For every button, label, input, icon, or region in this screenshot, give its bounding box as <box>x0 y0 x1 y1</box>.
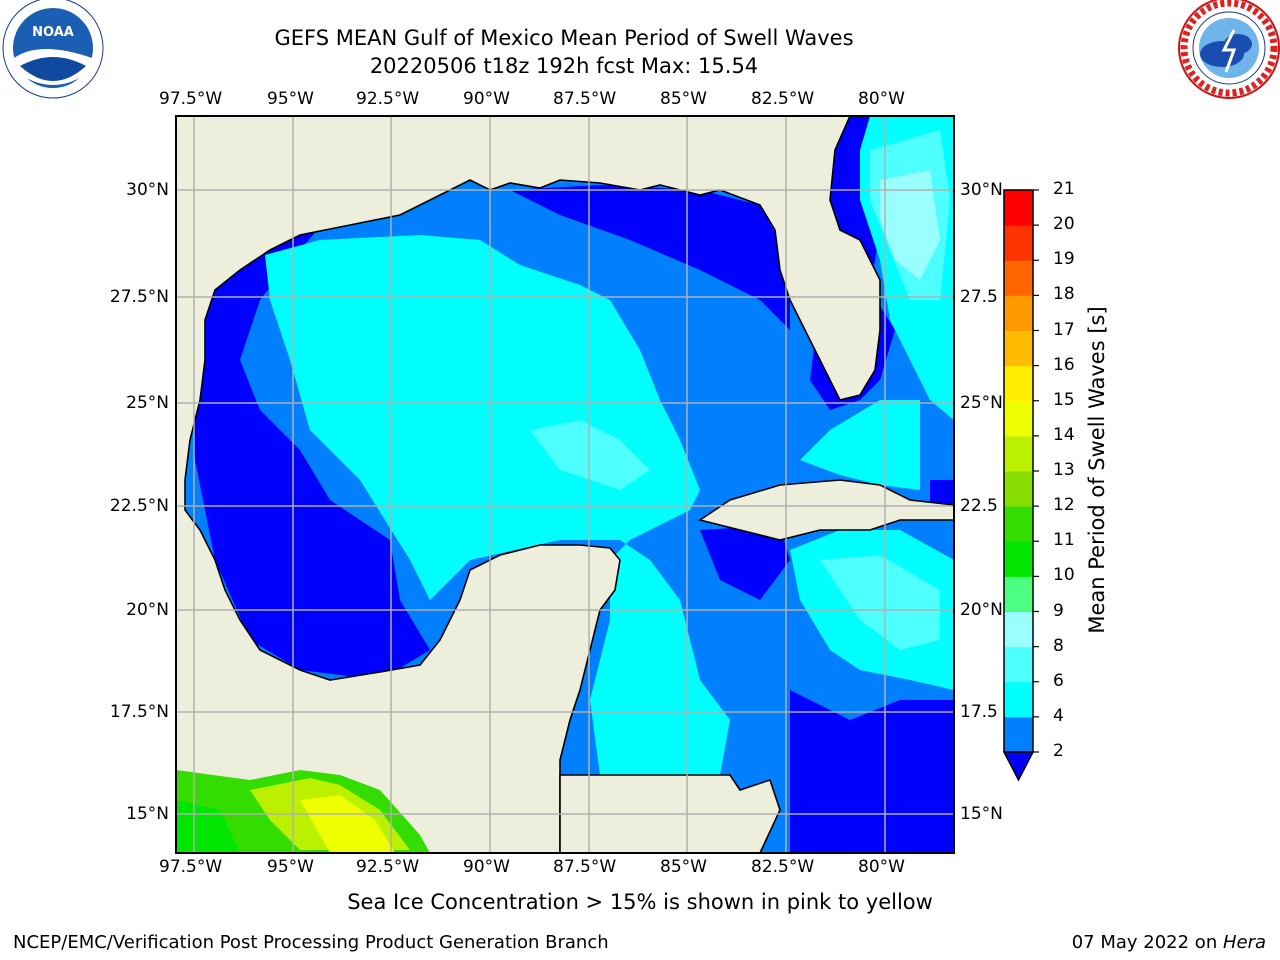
colorbar-extension <box>1002 751 1035 782</box>
lat-label-right: 30°N <box>960 180 1003 200</box>
lon-label-top: 90°W <box>463 89 510 109</box>
lat-label-left: 30°N <box>126 180 169 200</box>
lon-label-bottom: 95°W <box>267 857 314 877</box>
colorbar-band <box>1004 471 1033 507</box>
shading-2-4-north <box>510 185 790 330</box>
shading-2-4-southeast <box>790 690 954 853</box>
run-date-text: 07 May 2022 on <box>1071 932 1223 953</box>
lon-label-bottom: 85°W <box>660 857 707 877</box>
colorbar-tick-label: 11 <box>1053 530 1075 551</box>
colorbar-band <box>1004 295 1033 331</box>
lon-label-top: 87.5°W <box>553 89 617 109</box>
lat-label-right: 20°N <box>960 600 1003 620</box>
colorbar-band <box>1004 576 1033 612</box>
colorbar-band <box>1004 365 1033 402</box>
lat-label-left: 25°N <box>126 393 169 413</box>
nws-logo <box>1178 0 1280 99</box>
colorbar-tick-label: 10 <box>1053 565 1075 586</box>
lon-label-bottom: 82.5°W <box>751 857 815 877</box>
colorbar-tick-label: 16 <box>1053 354 1075 375</box>
colorbar-tick-label: 14 <box>1053 424 1075 445</box>
svg-text:NOAA: NOAA <box>32 25 74 40</box>
map-subtitle: 20220506 t18z 192h fcst Max: 15.54 <box>369 54 759 78</box>
colorbar-tick-label: 13 <box>1053 460 1075 480</box>
lat-label-right: 25°N <box>960 393 1003 413</box>
lon-label-bottom: 90°W <box>463 857 510 877</box>
lon-label-bottom: 97.5°W <box>159 857 223 877</box>
lat-label-left: 20°N <box>126 600 169 620</box>
colorbar-tick-label: 8 <box>1053 635 1064 656</box>
lat-label-right: 22.5 <box>960 496 998 516</box>
colorbar-band <box>1004 541 1033 577</box>
colorbar-tick-label: 20 <box>1053 214 1075 235</box>
lon-label-bottom: 80°W <box>858 857 905 877</box>
lon-label-bottom: 92.5°W <box>356 857 420 877</box>
lat-label-left: 22.5°N <box>109 496 169 516</box>
colorbar-band <box>1004 716 1033 753</box>
run-date: 07 May 2022 on Hera <box>1072 932 1266 953</box>
colorbar-band <box>1004 506 1033 542</box>
colorbar-tick-label: 19 <box>1053 249 1075 270</box>
lat-label-left: 15°N <box>126 804 169 824</box>
lat-label-left: 27.5°N <box>109 287 169 307</box>
colorbar-band <box>1004 611 1033 648</box>
colorbar-tick-label: 9 <box>1053 600 1064 621</box>
sea-ice-footnote: Sea Ice Concentration > 15% is shown in … <box>347 890 933 914</box>
colorbar-band <box>1004 330 1033 367</box>
lat-label-right: 17.5 <box>960 702 998 722</box>
lon-label-bottom: 87.5°W <box>553 857 617 877</box>
lon-label-top: 97.5°W <box>159 89 223 109</box>
colorbar-tick-label: 18 <box>1053 284 1075 305</box>
colorbar-band <box>1004 190 1033 226</box>
lon-label-top: 85°W <box>660 89 707 109</box>
lat-label-right: 27.5 <box>960 287 998 307</box>
lon-label-top: 82.5°W <box>751 89 815 109</box>
map-title: GEFS MEAN Gulf of Mexico Mean Period of … <box>274 26 854 50</box>
colorbar-tick-label: 21 <box>1053 179 1075 199</box>
shading-4-6-florida-strait <box>800 400 920 490</box>
lon-label-top: 95°W <box>267 89 314 109</box>
shading-4-6-central-gulf <box>265 235 730 775</box>
run-host: Hera <box>1222 932 1266 953</box>
colorbar-tick-label: 17 <box>1053 319 1075 340</box>
graticule <box>176 116 954 853</box>
colorbar-band <box>1004 260 1033 296</box>
colorbar-tick-label: 6 <box>1053 670 1064 691</box>
colorbar-tick-label: 12 <box>1053 495 1075 516</box>
lat-label-left: 17.5°N <box>109 702 169 722</box>
colorbar-band <box>1004 681 1033 718</box>
shading-2-4-yucatan-channel <box>700 525 790 600</box>
colorbar-band <box>1004 435 1033 472</box>
shading-2-4-west-gulf <box>185 215 430 680</box>
lon-label-top: 92.5°W <box>356 89 420 109</box>
credit-text: NCEP/EMC/Verification Post Processing Pr… <box>13 932 609 953</box>
colorbar-label: Mean Period of Swell Waves [s] <box>1085 306 1109 634</box>
colorbar-band <box>1004 646 1033 683</box>
map-frame <box>175 115 955 854</box>
colorbar-tick-label: 15 <box>1053 389 1075 410</box>
colorbar-band <box>1004 225 1033 261</box>
colorbar-tick-label: 4 <box>1053 705 1064 726</box>
colorbar-tick-label: 2 <box>1053 741 1064 761</box>
lat-label-right: 15°N <box>960 804 1003 824</box>
colorbar <box>1002 189 1039 782</box>
lon-label-top: 80°W <box>858 89 905 109</box>
colorbar-band <box>1004 400 1033 437</box>
noaa-logo: NOAA <box>2 0 104 99</box>
